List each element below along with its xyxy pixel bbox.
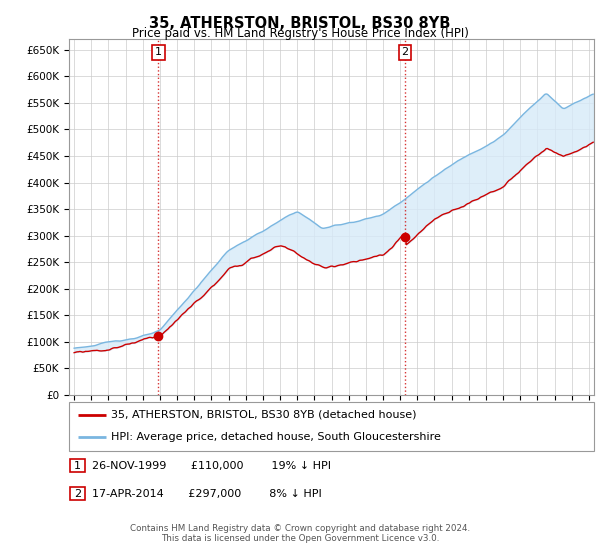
Text: Contains HM Land Registry data © Crown copyright and database right 2024.: Contains HM Land Registry data © Crown c… — [130, 524, 470, 533]
Text: 2: 2 — [401, 48, 409, 58]
Text: 1: 1 — [74, 461, 81, 471]
Text: HPI: Average price, detached house, South Gloucestershire: HPI: Average price, detached house, Sout… — [111, 432, 441, 442]
Text: Price paid vs. HM Land Registry's House Price Index (HPI): Price paid vs. HM Land Registry's House … — [131, 27, 469, 40]
Text: 2: 2 — [74, 489, 81, 499]
Text: 35, ATHERSTON, BRISTOL, BS30 8YB: 35, ATHERSTON, BRISTOL, BS30 8YB — [149, 16, 451, 31]
Text: This data is licensed under the Open Government Licence v3.0.: This data is licensed under the Open Gov… — [161, 534, 439, 543]
Text: 1: 1 — [155, 48, 162, 58]
Text: 35, ATHERSTON, BRISTOL, BS30 8YB (detached house): 35, ATHERSTON, BRISTOL, BS30 8YB (detach… — [111, 410, 416, 420]
Text: 17-APR-2014       £297,000        8% ↓ HPI: 17-APR-2014 £297,000 8% ↓ HPI — [92, 489, 322, 499]
Text: 26-NOV-1999       £110,000        19% ↓ HPI: 26-NOV-1999 £110,000 19% ↓ HPI — [92, 461, 331, 471]
